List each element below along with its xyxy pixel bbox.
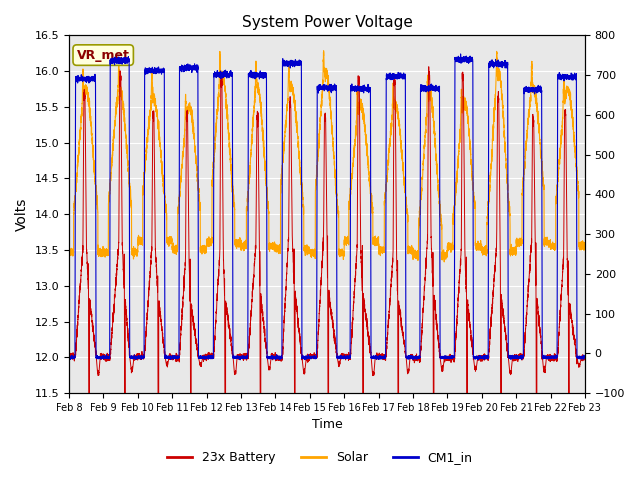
X-axis label: Time: Time <box>312 419 342 432</box>
Y-axis label: Volts: Volts <box>15 198 29 231</box>
Text: VR_met: VR_met <box>77 48 130 61</box>
Legend: 23x Battery, Solar, CM1_in: 23x Battery, Solar, CM1_in <box>163 446 477 469</box>
Title: System Power Voltage: System Power Voltage <box>241 15 412 30</box>
